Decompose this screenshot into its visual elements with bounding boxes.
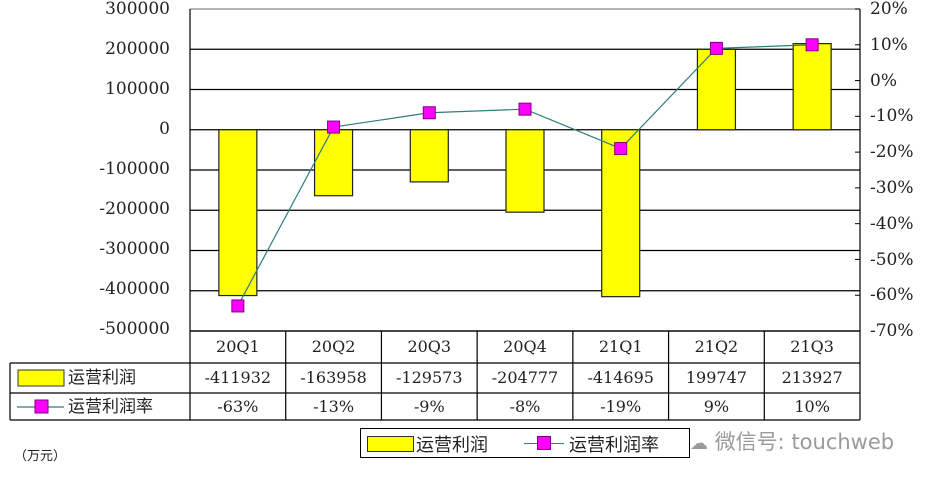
square-marker-icon [805,38,819,52]
line-series [231,38,819,313]
table-cell: -129573 [396,368,463,387]
table-cell: -204777 [491,368,559,387]
right-tick: -40% [870,214,914,234]
left-tick: 200000 [105,39,170,59]
chart-legend: 运营利润 运营利润率 [360,428,690,458]
bar-swatch-icon [367,436,414,452]
right-tick: -50% [870,250,914,270]
square-marker-icon [327,120,341,134]
square-marker-icon [518,102,532,116]
right-tick: -60% [870,285,914,305]
data-table-grid [9,330,861,421]
left-tick: -400000 [99,279,170,299]
left-tick: -500000 [99,319,170,339]
watermark-text: 微信号: touchweb [714,430,895,454]
table-header-cell: 21Q3 [790,337,834,356]
table-cell: -414695 [587,368,654,387]
table-header-cell: 20Q3 [407,337,452,356]
left-tick: -100000 [99,159,170,179]
wechat-icon: ☁ [690,433,708,454]
square-marker-icon [709,41,723,55]
right-tick: -70% [870,321,914,341]
right-tick: 20% [870,0,908,19]
unit-label: （万元） [14,449,67,464]
bar [505,129,545,213]
table-header-cell: 21Q2 [694,337,739,356]
left-tick: -300000 [99,239,170,259]
bar [792,43,832,131]
table-header-cell: 20Q4 [503,337,547,356]
legend-line-label: 运营利润率 [569,435,659,456]
row-label-operating-profit: 运营利润 [68,368,136,388]
square-marker-icon [537,436,551,450]
right-tick: 10% [870,35,908,55]
right-tick: -20% [870,142,914,162]
bar [218,129,258,297]
table-cell: -19% [600,397,642,416]
table-cell: 10% [794,397,830,416]
watermark: ☁ 微信号: touchweb [690,426,894,456]
table-cell: -9% [413,397,445,416]
table-header-cell: 21Q1 [598,337,643,356]
table-cell: 199747 [685,368,747,387]
bar [409,129,449,183]
bar [601,129,641,298]
table-cell: -13% [313,397,355,416]
right-tick: -10% [870,106,914,126]
table-cell: 213927 [781,368,843,387]
square-marker-icon [422,106,436,120]
table-header-cell: 20Q2 [311,337,356,356]
square-marker-icon [614,142,628,156]
legend-bar-label: 运营利润 [416,435,488,456]
table-cell: -163958 [300,368,367,387]
left-tick: 100000 [105,79,170,99]
bar-series [218,43,832,298]
square-marker-icon [231,299,245,313]
bar [313,129,354,197]
left-tick: 0 [159,119,170,139]
table-cell: -411932 [204,368,272,387]
table-cell: -8% [509,397,541,416]
table-cell: 9% [703,397,730,416]
left-tick: -200000 [99,199,170,219]
right-tick: -30% [870,178,914,198]
row-label-operating-margin: 运营利润率 [68,397,153,417]
table-cell: -63% [217,397,259,416]
right-tick: 0% [870,71,897,91]
table-header-cell: 20Q1 [216,337,260,356]
left-tick: 300000 [105,0,170,19]
